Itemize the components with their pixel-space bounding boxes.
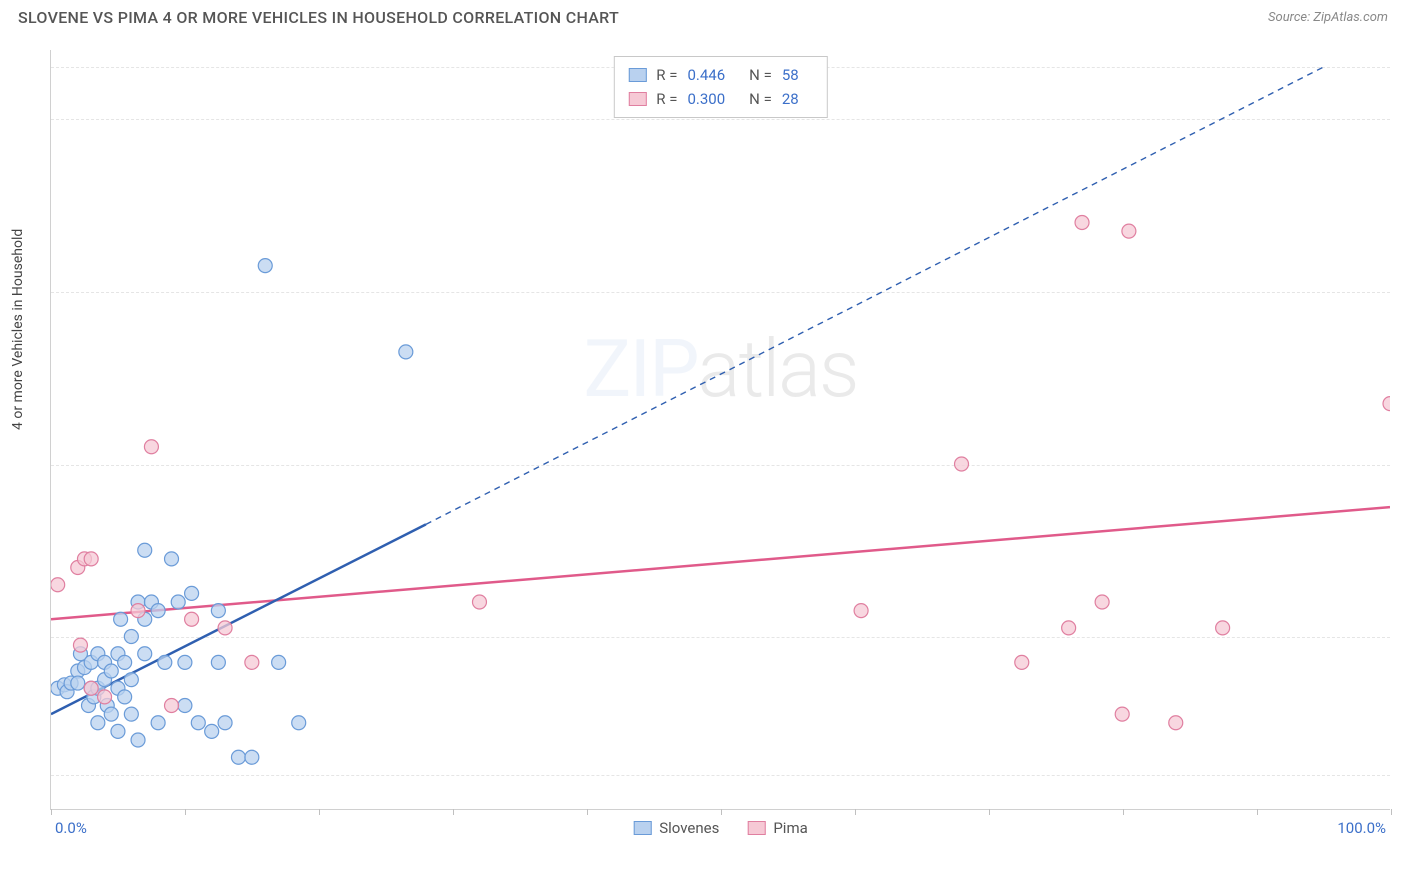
datapoint-pima [1122,224,1136,238]
datapoint-slovenes [124,630,138,644]
datapoint-pima [1115,707,1129,721]
datapoint-pima [1062,621,1076,635]
datapoint-slovenes [211,655,225,669]
x-tick [185,809,186,815]
datapoint-slovenes [111,724,125,738]
datapoint-slovenes [131,733,145,747]
datapoint-slovenes [138,543,152,557]
datapoint-slovenes [218,716,232,730]
x-tick [989,809,990,815]
x-tick [1257,809,1258,815]
datapoint-slovenes [151,716,165,730]
datapoint-slovenes [171,595,185,609]
datapoint-pima [144,440,158,454]
datapoint-slovenes [104,664,118,678]
y-tick-label: 10.0% [1400,628,1406,646]
datapoint-pima [1095,595,1109,609]
datapoint-pima [73,638,87,652]
x-tick [319,809,320,815]
y-axis-label: 4 or more Vehicles in Household [10,229,26,430]
datapoint-pima [98,690,112,704]
datapoint-slovenes [151,604,165,618]
regression-line-pima [51,507,1390,619]
chart-header: SLOVENE VS PIMA 4 OR MORE VEHICLES IN HO… [0,0,1406,31]
datapoint-slovenes [91,716,105,730]
x-tick [721,809,722,815]
y-tick-label: 20.0% [1400,456,1406,474]
datapoint-slovenes [114,612,128,626]
datapoint-slovenes [165,552,179,566]
x-tick [453,809,454,815]
swatch-pima [628,92,646,106]
x-tick-max: 100.0% [1337,819,1386,837]
datapoint-slovenes [104,707,118,721]
y-tick-label: 30.0% [1400,283,1406,301]
legend-item-pima: Pima [747,819,807,837]
datapoint-slovenes [258,259,272,273]
datapoint-pima [131,604,145,618]
datapoint-slovenes [178,655,192,669]
datapoint-pima [165,699,179,713]
y-tick-label: 40.0% [1400,110,1406,128]
datapoint-pima [185,612,199,626]
datapoint-pima [84,552,98,566]
swatch-pima-bottom [747,821,765,835]
x-tick [1123,809,1124,815]
x-tick [587,809,588,815]
datapoint-slovenes [185,586,199,600]
datapoint-pima [955,457,969,471]
x-tick [855,809,856,815]
swatch-slovenes [628,68,646,82]
datapoint-pima [1075,216,1089,230]
datapoint-pima [1216,621,1230,635]
datapoint-slovenes [158,655,172,669]
datapoint-slovenes [191,716,205,730]
legend-stats: R =0.446 N =58 R =0.300 N =28 [613,56,827,118]
datapoint-pima [51,578,65,592]
datapoint-pima [84,681,98,695]
datapoint-slovenes [399,345,413,359]
datapoint-pima [854,604,868,618]
regression-line-dashed-slovenes [426,67,1323,524]
x-tick-min: 0.0% [55,819,87,837]
datapoint-pima [218,621,232,635]
datapoint-pima [1169,716,1183,730]
legend-stats-row-slovenes: R =0.446 N =58 [628,63,812,87]
legend-series: Slovenes Pima [633,819,808,837]
datapoint-pima [245,655,259,669]
datapoint-slovenes [211,604,225,618]
datapoint-pima [1383,397,1390,411]
datapoint-pima [472,595,486,609]
chart-source: Source: ZipAtlas.com [1268,10,1388,25]
legend-stats-row-pima: R =0.300 N =28 [628,87,812,111]
datapoint-slovenes [124,707,138,721]
swatch-slovenes-bottom [633,821,651,835]
datapoint-slovenes [118,690,132,704]
x-tick [51,809,52,815]
datapoint-slovenes [272,655,286,669]
datapoint-slovenes [118,655,132,669]
datapoint-slovenes [205,724,219,738]
x-tick [1391,809,1392,815]
chart-plot-area: ZIPatlas R =0.446 N =58 R =0.300 N =28 0… [50,50,1390,810]
datapoint-slovenes [124,673,138,687]
datapoint-pima [1015,655,1029,669]
datapoint-slovenes [138,647,152,661]
datapoint-slovenes [292,716,306,730]
datapoint-slovenes [71,676,85,690]
scatter-svg [51,50,1390,809]
datapoint-slovenes [245,750,259,764]
legend-item-slovenes: Slovenes [633,819,719,837]
chart-title: SLOVENE VS PIMA 4 OR MORE VEHICLES IN HO… [18,8,619,27]
datapoint-slovenes [231,750,245,764]
datapoint-slovenes [178,699,192,713]
